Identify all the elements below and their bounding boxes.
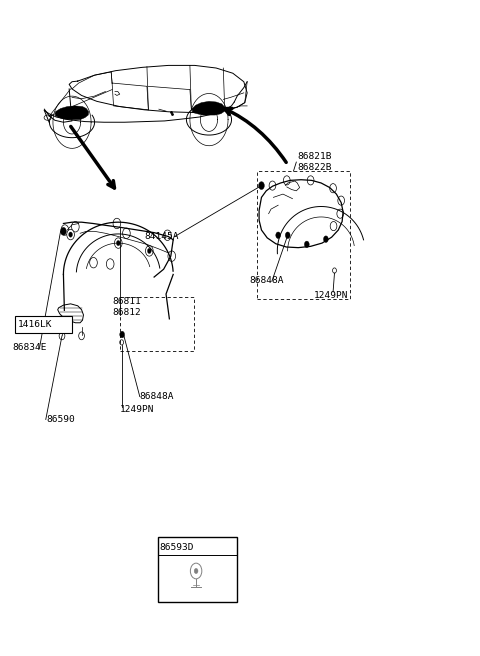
Bar	[120, 297, 194, 351]
Circle shape	[276, 232, 281, 239]
Circle shape	[120, 331, 124, 338]
Polygon shape	[192, 101, 225, 115]
Text: 86593D: 86593D	[160, 543, 194, 552]
Text: 86834E: 86834E	[12, 343, 47, 352]
Text: 86590: 86590	[47, 415, 75, 424]
Text: 86821B: 86821B	[297, 152, 332, 161]
Text: 1249PN: 1249PN	[120, 405, 154, 414]
Bar	[15, 316, 72, 333]
Circle shape	[147, 249, 151, 253]
Circle shape	[115, 238, 122, 249]
Circle shape	[116, 241, 120, 246]
Circle shape	[60, 228, 66, 236]
Circle shape	[67, 230, 74, 240]
Circle shape	[304, 241, 309, 248]
Circle shape	[69, 232, 72, 237]
Circle shape	[285, 232, 290, 239]
Circle shape	[324, 236, 328, 243]
Text: 86848A: 86848A	[140, 392, 174, 401]
Text: 1249PN: 1249PN	[314, 291, 348, 300]
Text: 1416LK: 1416LK	[18, 320, 53, 329]
Polygon shape	[55, 106, 89, 119]
Text: 86811: 86811	[112, 297, 141, 306]
Bar	[257, 171, 350, 298]
Circle shape	[194, 568, 198, 573]
Text: 84145A: 84145A	[144, 232, 179, 241]
Circle shape	[259, 182, 264, 190]
Text: 86848A: 86848A	[250, 276, 284, 285]
Circle shape	[145, 246, 153, 256]
Bar	[158, 537, 237, 602]
Text: 86812: 86812	[112, 308, 141, 317]
Text: 86822B: 86822B	[297, 163, 332, 172]
